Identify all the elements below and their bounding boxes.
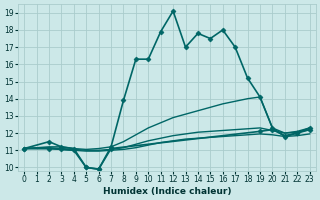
X-axis label: Humidex (Indice chaleur): Humidex (Indice chaleur): [103, 187, 231, 196]
